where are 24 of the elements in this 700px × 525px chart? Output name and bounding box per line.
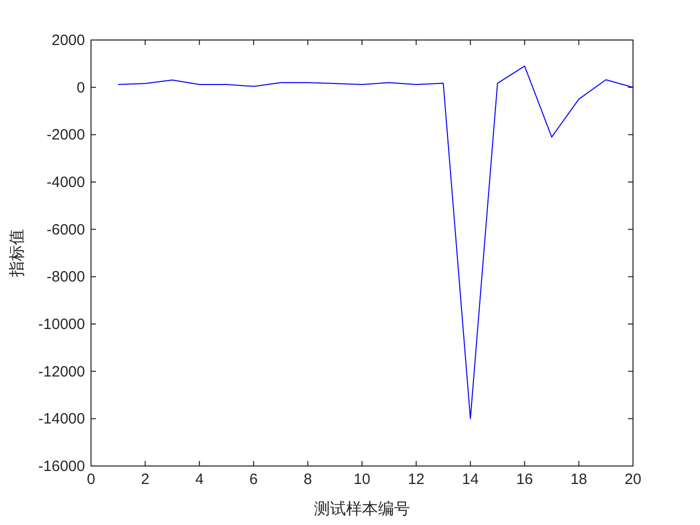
x-tick-label: 12 <box>408 471 425 488</box>
y-tick-label: -2000 <box>46 126 85 144</box>
y-tick-label: -12000 <box>38 363 85 380</box>
y-tick-label: -8000 <box>46 268 85 286</box>
x-tick-label: 6 <box>249 471 258 488</box>
x-tick-label: 0 <box>86 471 96 488</box>
y-tick-label: -16000 <box>38 458 85 475</box>
x-tick-label: 4 <box>195 471 204 488</box>
x-tick-label: 14 <box>462 471 479 488</box>
y-tick-label: 2000 <box>52 32 85 49</box>
x-tick-label: 18 <box>570 471 588 488</box>
y-tick-label: -14000 <box>38 410 85 428</box>
y-tick-label: -10000 <box>38 316 85 333</box>
y-tick-label: -6000 <box>46 221 85 238</box>
x-tick-label: 2 <box>141 471 150 488</box>
line-series <box>118 66 634 420</box>
y-tick-label: 0 <box>76 79 85 96</box>
x-tick-label: 8 <box>304 471 312 488</box>
x-tick-label: 10 <box>354 471 370 488</box>
x-tick-label: 16 <box>516 471 533 488</box>
y-tick-label: -4000 <box>46 174 85 191</box>
y-axis-title: 指标值 <box>8 229 26 278</box>
x-tick-label: 20 <box>624 471 642 488</box>
x-axis-title: 测试样本编号 <box>314 500 410 518</box>
